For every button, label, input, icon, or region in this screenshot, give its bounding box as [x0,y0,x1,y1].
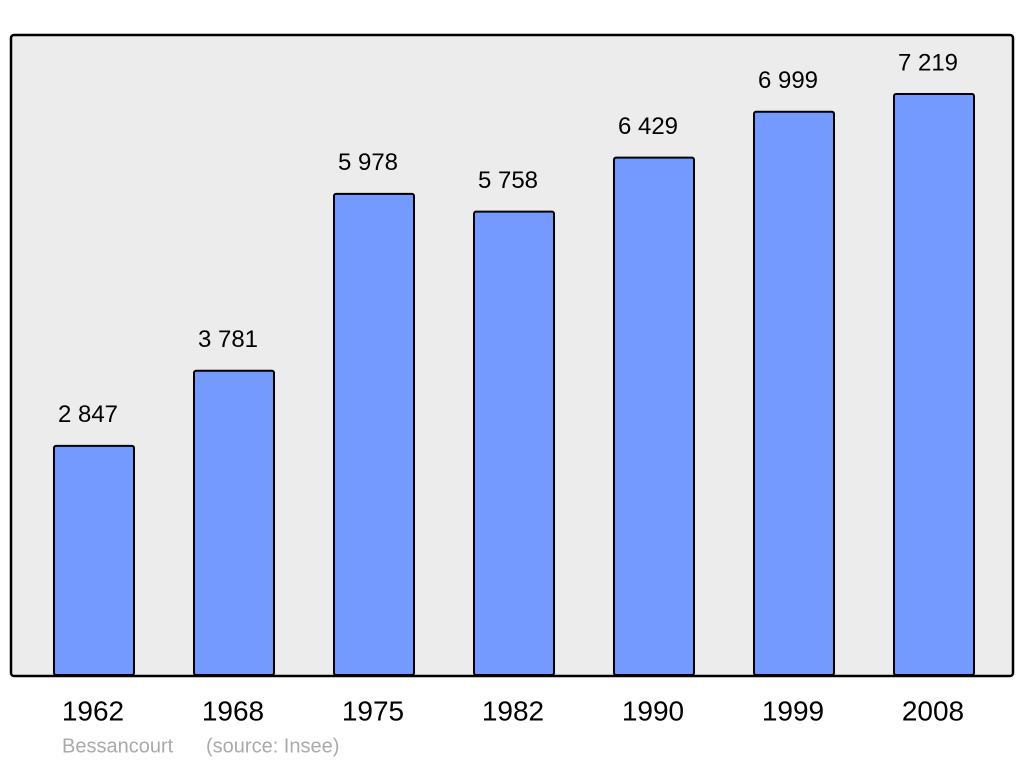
chart-title: Bessancourt [62,735,174,757]
source-note: (source: Insee) [206,735,339,757]
bar [613,156,695,677]
bar [193,369,275,676]
value-label: 6 429 [618,113,678,140]
bar [893,93,975,676]
x-tick-label: 1975 [342,695,404,726]
bar [473,210,555,676]
value-label: 2 847 [58,401,118,428]
value-label: 5 978 [338,149,398,176]
x-tick-label: 1962 [62,695,124,726]
bar [53,444,135,677]
x-tick-label: 2008 [902,695,964,726]
value-label: 6 999 [758,67,818,94]
bar [753,110,835,676]
x-tick-label: 1968 [202,695,264,726]
value-label: 7 219 [898,49,958,76]
value-label: 3 781 [198,326,258,353]
x-tick-label: 1982 [482,695,544,726]
value-label: 5 758 [478,167,538,194]
x-tick-label: 1990 [622,695,684,726]
bar [333,192,415,676]
x-tick-label: 1999 [762,695,824,726]
